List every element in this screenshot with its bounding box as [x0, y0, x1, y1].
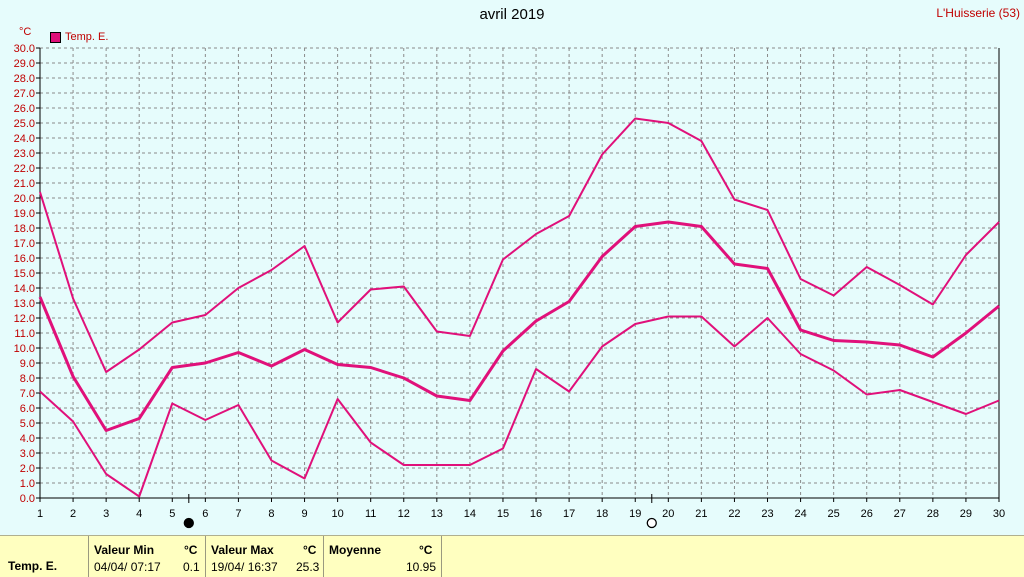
x-tick-label: 17 [563, 508, 575, 520]
y-tick-label: 11.0 [14, 328, 35, 340]
max-value: 25.3 [296, 560, 320, 574]
y-tick-label: 28.0 [14, 73, 35, 85]
x-tick-label: 3 [103, 508, 109, 520]
x-tick-label: 20 [662, 508, 674, 520]
footer-min-cell: Valeur Min °C 04/04/ 07:17 0.1 [88, 536, 206, 577]
x-tick-label: 24 [794, 508, 806, 520]
x-tick-label: 25 [828, 508, 840, 520]
series-line-max [39, 117, 1000, 373]
y-tick-label: 1.0 [20, 478, 35, 490]
x-tick-label: 15 [497, 508, 509, 520]
max-date: 19/04/ 16:37 [211, 560, 278, 574]
avg-header: Moyenne [329, 543, 382, 557]
min-value: 0.1 [183, 560, 200, 574]
station-name: L'Huisserie (53) [936, 6, 1020, 20]
y-tick-label: 27.0 [14, 88, 35, 100]
y-tick-label: 17.0 [14, 238, 35, 250]
y-tick-label: 3.0 [20, 448, 35, 460]
x-tick-label: 5 [169, 508, 175, 520]
x-tick-label: 11 [365, 508, 376, 520]
y-tick-label: 13.0 [14, 298, 35, 310]
legend: Temp. E. [50, 31, 108, 43]
min-unit: °C [184, 543, 198, 557]
x-tick-label: 27 [894, 508, 906, 520]
footer-series-cell: Temp. E. [0, 536, 89, 577]
full-moon-icon [646, 517, 657, 529]
y-tick-label: 19.0 [14, 208, 35, 220]
legend-label: Temp. E. [65, 31, 109, 43]
min-header: Valeur Min [94, 543, 155, 557]
series-line-temp-e- [38, 220, 1000, 432]
x-tick-label: 26 [861, 508, 873, 520]
x-tick-label: 2 [70, 508, 76, 520]
y-tick-label: 12.0 [14, 313, 35, 325]
line-chart: 0.01.02.03.04.05.06.07.08.09.010.011.012… [14, 43, 1005, 529]
min-date: 04/04/ 07:17 [94, 560, 161, 574]
x-tick-label: 29 [960, 508, 972, 520]
x-tick-label: 13 [431, 508, 443, 520]
y-tick-label: 15.0 [14, 268, 35, 280]
footer-series-label: Temp. E. [8, 559, 58, 573]
y-tick-label: 14.0 [14, 283, 35, 295]
x-tick-label: 1 [37, 508, 43, 520]
x-tick-label: 9 [301, 508, 307, 520]
stats-footer: Temp. E. Valeur Min °C 04/04/ 07:17 0.1 … [0, 535, 1024, 577]
y-tick-label: 7.0 [20, 388, 35, 400]
x-tick-label: 19 [629, 508, 641, 520]
x-tick-label: 6 [202, 508, 208, 520]
x-tick-label: 23 [761, 508, 773, 520]
y-tick-label: 10.0 [14, 343, 35, 355]
y-tick-label: 9.0 [20, 358, 35, 370]
y-tick-label: 24.0 [14, 133, 35, 145]
x-tick-label: 8 [268, 508, 274, 520]
y-tick-label: 18.0 [14, 223, 35, 235]
avg-unit: °C [419, 543, 433, 557]
x-tick-label: 30 [993, 508, 1005, 520]
y-tick-label: 30.0 [14, 43, 35, 55]
footer-avg-cell: Moyenne °C 10.95 [323, 536, 442, 577]
x-tick-label: 16 [530, 508, 542, 520]
y-tick-label: 21.0 [14, 178, 35, 190]
footer-max-cell: Valeur Max °C 19/04/ 16:37 25.3 [205, 536, 324, 577]
max-header: Valeur Max [211, 543, 274, 557]
x-tick-label: 28 [927, 508, 939, 520]
x-tick-label: 10 [331, 508, 343, 520]
new-moon-icon [183, 517, 194, 529]
x-tick-label: 12 [398, 508, 410, 520]
x-tick-label: 21 [695, 508, 707, 520]
y-tick-label: 23.0 [14, 148, 35, 160]
legend-swatch [50, 31, 61, 43]
y-tick-label: 26.0 [14, 103, 35, 115]
y-tick-label: 8.0 [20, 373, 35, 385]
max-unit: °C [303, 543, 317, 557]
chart-title: avril 2019 [479, 6, 545, 23]
series-line-min [39, 315, 1000, 498]
y-tick-label: 4.0 [20, 433, 35, 445]
y-tick-label: 29.0 [14, 58, 35, 70]
x-tick-label: 22 [728, 508, 740, 520]
y-tick-label: 20.0 [14, 193, 35, 205]
y-tick-label: 16.0 [14, 253, 35, 265]
y-axis-unit: °C [19, 26, 32, 38]
x-tick-label: 7 [235, 508, 241, 520]
y-tick-label: 22.0 [14, 163, 35, 175]
avg-value: 10.95 [406, 560, 437, 574]
x-tick-label: 4 [136, 508, 142, 520]
x-tick-label: 14 [464, 508, 476, 520]
y-tick-label: 5.0 [20, 418, 35, 430]
y-tick-label: 2.0 [20, 463, 35, 475]
y-tick-label: 25.0 [14, 118, 35, 130]
x-tick-label: 18 [596, 508, 608, 520]
y-tick-label: 6.0 [20, 403, 35, 415]
y-tick-label: 0.0 [20, 493, 35, 505]
